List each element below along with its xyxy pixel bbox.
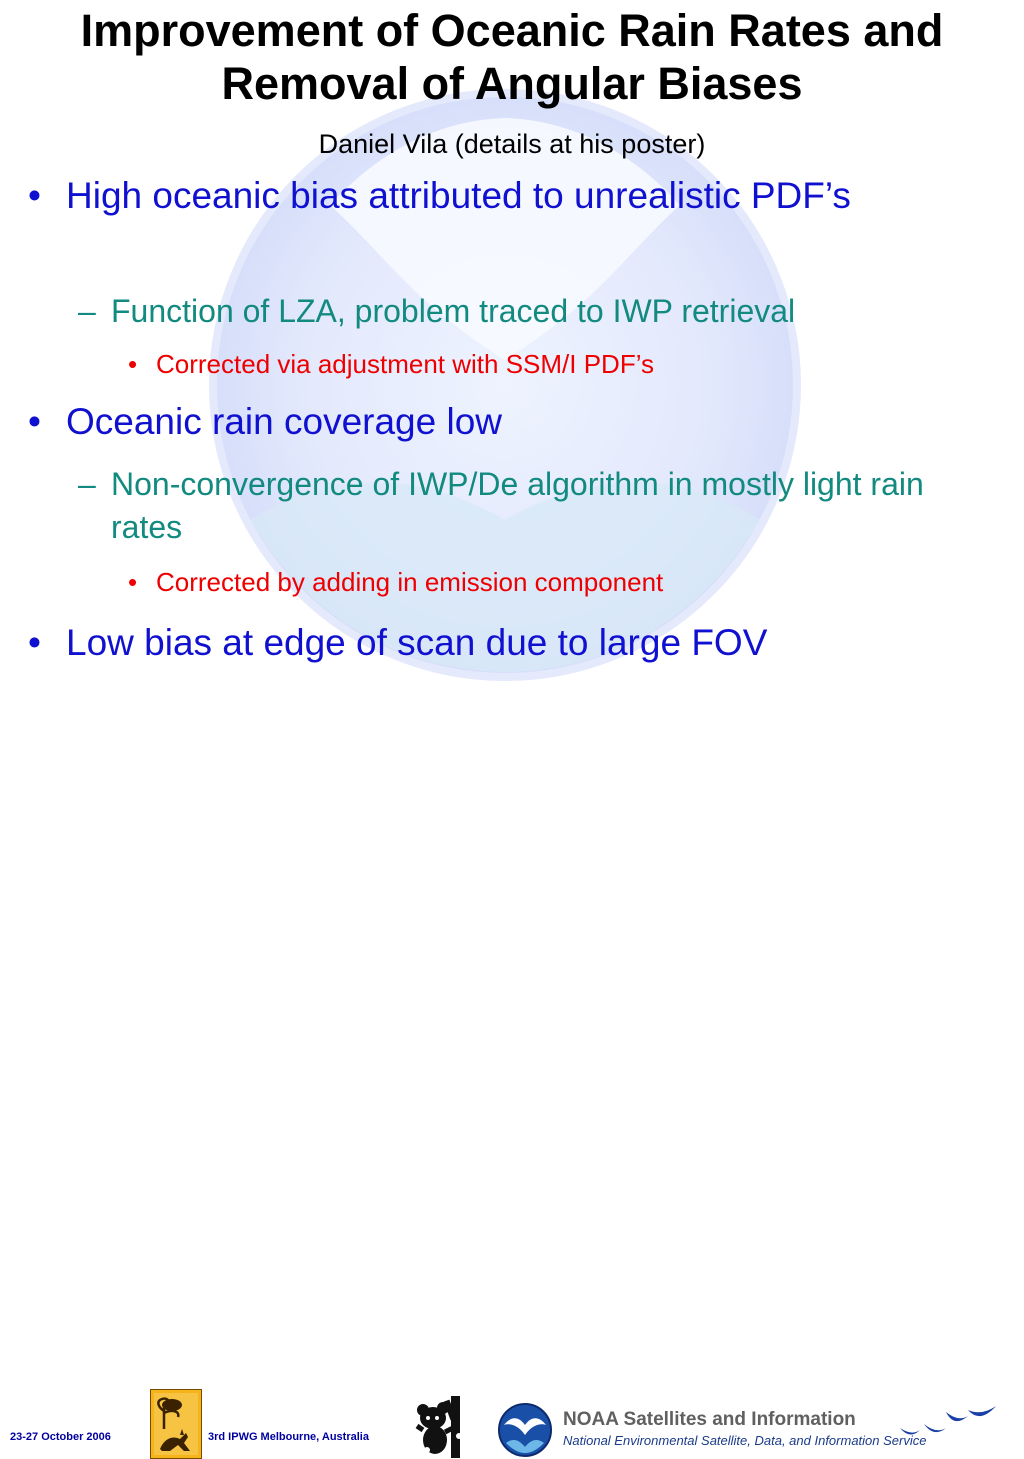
title-line-1: Improvement of Oceanic Rain Rates and <box>80 5 944 56</box>
bullet-text-1: High oceanic bias attributed to unrealis… <box>66 175 851 216</box>
koala-logo-icon <box>415 1396 462 1458</box>
noaa-title: NOAA Satellites and Information <box>563 1409 856 1430</box>
footer-date: 23-27 October 2006 <box>10 1431 111 1443</box>
bullet-list: • High oceanic bias attributed to unreal… <box>0 0 1024 700</box>
sub-bullet-text-1: Function of LZA, problem traced to IWP r… <box>111 293 796 329</box>
birds-logo-icon <box>900 1406 996 1435</box>
dash-marker: – <box>78 293 96 329</box>
sub-bullet-item-1: – Function of LZA, problem traced to IWP… <box>78 290 1008 333</box>
bullet-text-3: Low bias at edge of scan due to large FO… <box>66 622 768 663</box>
bullet-marker: • <box>28 175 41 216</box>
noaa-logo-icon <box>498 1403 552 1457</box>
sub-bullet-item-2: – Non-convergence of IWP/De algorithm in… <box>78 463 983 549</box>
slide-title: Improvement of Oceanic Rain Rates and Re… <box>0 4 1024 110</box>
bullet-item-1: • High oceanic bias attributed to unreal… <box>28 170 928 221</box>
dash-marker: – <box>78 466 96 502</box>
title-line-2: Removal of Angular Biases <box>221 58 803 109</box>
sub-bullet-text-2: Non-convergence of IWP/De algorithm in m… <box>111 466 924 545</box>
bullet-marker: • <box>28 622 41 663</box>
noaa-subtitle: National Environmental Satellite, Data, … <box>563 1433 927 1448</box>
bullet-text-2: Oceanic rain coverage low <box>66 401 502 442</box>
bullet-marker: • <box>128 567 138 597</box>
sub-sub-bullet-text-1: Corrected via adjustment with SSM/I PDF’… <box>156 349 655 379</box>
footer-event: 3rd IPWG Melbourne, Australia <box>208 1431 369 1443</box>
bullet-item-3: • Low bias at edge of scan due to large … <box>28 617 988 668</box>
bullet-marker: • <box>128 349 138 379</box>
bullet-marker: • <box>28 401 41 442</box>
footer: 23-27 October 2006 3rd IPWG Melbourne, A… <box>0 690 1024 1459</box>
sub-sub-bullet-text-2: Corrected by adding in emission componen… <box>156 567 664 597</box>
noaa-watermark-icon <box>209 89 801 681</box>
bullet-item-2: • Oceanic rain coverage low <box>28 396 928 447</box>
sub-sub-bullet-item-2: • Corrected by adding in emission compon… <box>128 566 1008 598</box>
slide-subtitle: Daniel Vila (details at his poster) <box>318 129 706 159</box>
sub-sub-bullet-item-1: • Corrected via adjustment with SSM/I PD… <box>128 348 1008 380</box>
ipwg-logo-icon <box>150 1389 202 1459</box>
